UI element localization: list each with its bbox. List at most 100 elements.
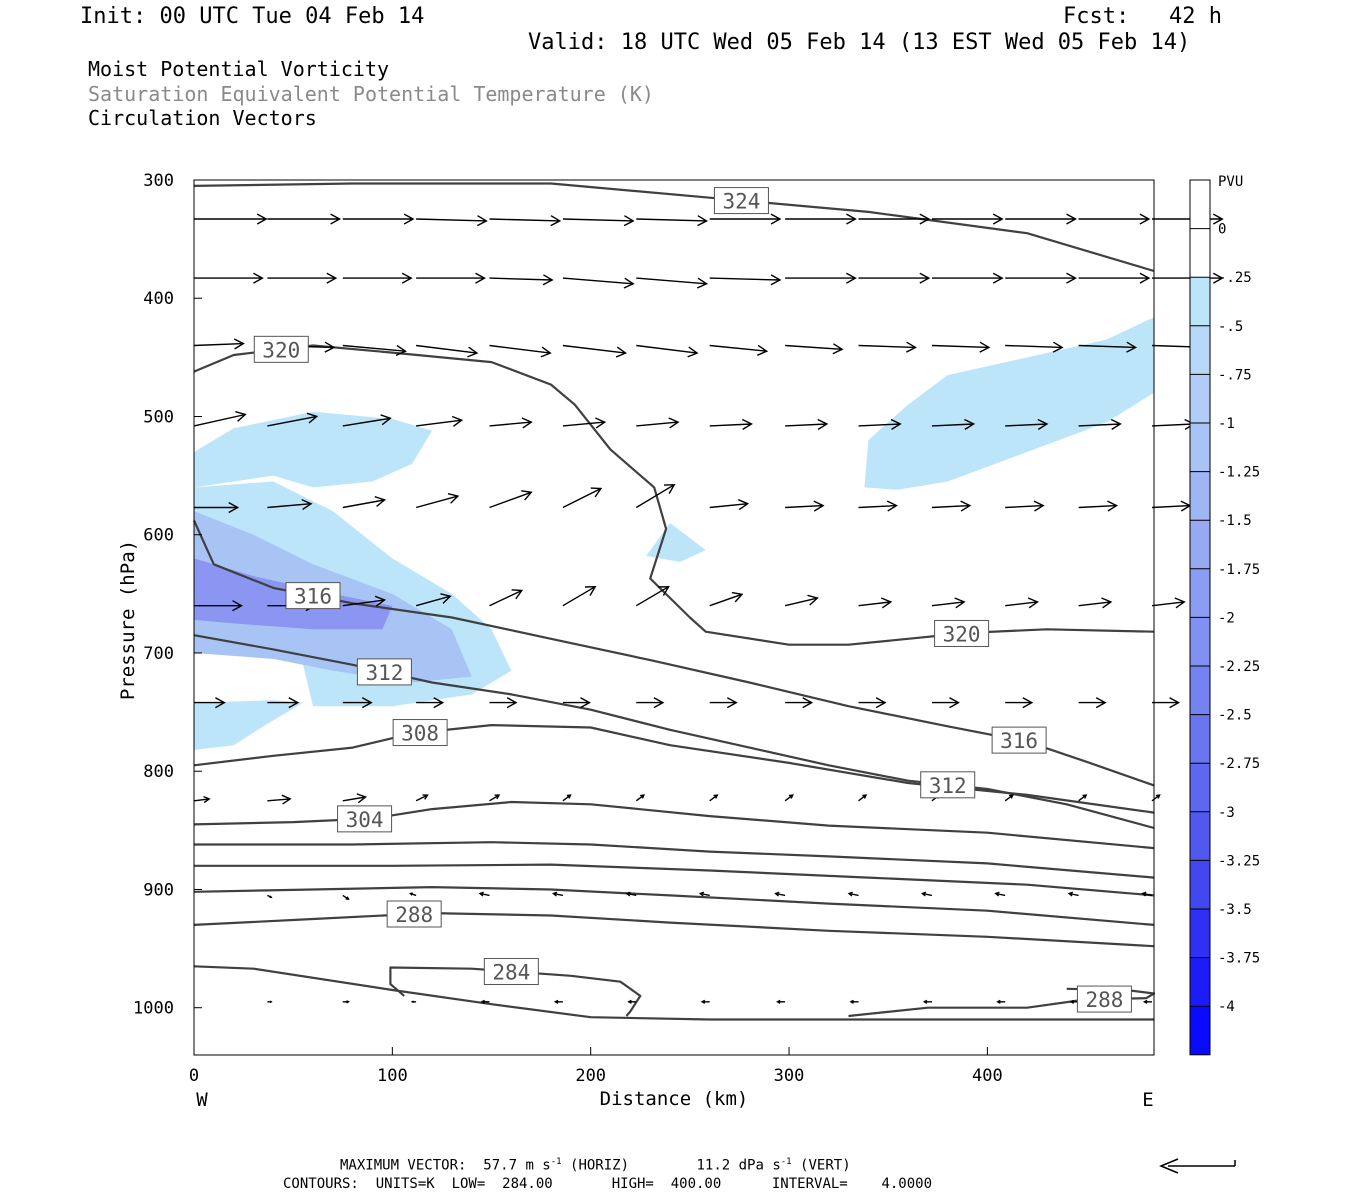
circulation-vector (342, 595, 387, 607)
circulation-vector (858, 213, 931, 225)
contour-label-box (386, 900, 442, 928)
contour-label-box (713, 187, 769, 215)
circulation-vector (1078, 272, 1151, 284)
circulation-vector (636, 697, 665, 709)
circulation-vector (415, 493, 460, 509)
isentrope-line (389, 966, 642, 1017)
axes-layer: 300 400 500 600 700 800 900 1000 0 100 200 300 400 W E (133, 171, 1154, 1111)
circulation-vector (1078, 341, 1138, 353)
colorbar-label: -3.25 (1218, 853, 1260, 869)
y-tick-label: 900 (143, 880, 174, 900)
horiz-tag: (HORIZ) (570, 1157, 630, 1174)
isentrope-line (193, 634, 1155, 830)
colorbar-swatch (1190, 180, 1210, 229)
east-label: E (1142, 1089, 1153, 1111)
circulation-vector (489, 794, 501, 802)
circulation-vector (858, 272, 931, 284)
circulation-vector (858, 500, 898, 512)
circulation-vector (489, 417, 533, 429)
circulation-vector (416, 272, 486, 284)
circulation-vector (489, 589, 524, 607)
colorbar-label: -3.75 (1218, 951, 1260, 967)
circulation-vector (858, 341, 917, 353)
circulation-vector (1005, 341, 1064, 353)
contour-label-box (337, 805, 393, 833)
y-axis-label: Pressure (hPa) (117, 540, 139, 700)
colorbar-swatch (1190, 714, 1210, 764)
colorbar-swatch (1190, 909, 1210, 958)
circulation-vector (709, 794, 719, 802)
circulation-vector (784, 794, 794, 802)
pv-shade-region (864, 317, 1154, 490)
colorbar-label: -2 (1218, 610, 1235, 626)
circulation-vector (562, 487, 603, 509)
circulation-vector (709, 418, 753, 430)
colorbar-swatch (1190, 277, 1210, 326)
colorbar-swatch (1190, 374, 1210, 423)
colorbar-swatch (1190, 811, 1210, 861)
circulation-vector (194, 697, 226, 709)
y-tick-label: 800 (143, 762, 174, 782)
forecast-hour: Fcst: 42 h (1063, 4, 1222, 29)
x-tick-label: 100 (377, 1066, 408, 1086)
valid-time: Valid: 18 UTC Wed 05 Feb 14 (13 EST Wed … (528, 30, 1191, 55)
circulation-vector (921, 891, 933, 897)
circulation-vector (931, 418, 976, 430)
circulation-vector (931, 597, 966, 609)
circulation-vector (1151, 500, 1192, 512)
circulation-vector (1078, 213, 1151, 225)
circulation-vector (194, 600, 243, 612)
west-label: W (196, 1089, 208, 1111)
circulation-vector (342, 272, 413, 284)
isentrope-line (194, 841, 1155, 879)
colorbar-swatch (1190, 1006, 1210, 1055)
field-title-vectors: Circulation Vectors (88, 106, 317, 130)
circulation-vector (562, 794, 572, 802)
circulation-vector (1152, 697, 1181, 709)
circulation-vector (553, 999, 563, 1004)
circulation-vector (700, 999, 710, 1004)
circulation-vector (1151, 794, 1161, 802)
field-title-mpv: Moist Potential Vorticity (88, 57, 390, 81)
circulation-vector (709, 499, 750, 511)
isentrope-line (193, 344, 1155, 646)
circulation-vector (562, 585, 597, 607)
y-tick-label: 400 (143, 289, 174, 309)
circulation-vector (342, 894, 350, 901)
circulation-vector (193, 411, 247, 427)
circulation-vector (996, 999, 1006, 1004)
circulation-vector (480, 999, 490, 1004)
circulation-vector (415, 593, 452, 607)
circulation-vector (709, 344, 769, 356)
x-tick-label: 300 (774, 1066, 805, 1086)
circulation-vector (858, 597, 893, 609)
x-tick-label: 0 (189, 1066, 199, 1086)
colorbar-label: -2.25 (1218, 659, 1260, 675)
pv-shading-layer (194, 317, 1154, 750)
contour-label: 320 (943, 622, 981, 646)
circulation-vector (478, 891, 490, 897)
colorbar-label: -.25 (1218, 270, 1252, 286)
circulation-vector (416, 344, 479, 358)
circulation-vector (342, 213, 415, 225)
circulation-vector (1152, 272, 1224, 284)
y-tick-label: 500 (143, 407, 174, 427)
circulation-vector (342, 414, 392, 427)
colorbar-swatch (1190, 568, 1210, 618)
circulation-vector (1151, 597, 1186, 609)
circulation-vector (785, 500, 825, 512)
circulation-vector (342, 793, 368, 804)
y-tick-label: 1000 (133, 999, 174, 1019)
contour-label: 304 (346, 808, 384, 832)
circulation-vector (342, 496, 387, 509)
circulation-vector (1078, 597, 1113, 609)
x-tick-label: 200 (575, 1066, 606, 1086)
circulation-vector (847, 891, 859, 897)
colorbar-label: 0 (1218, 222, 1226, 238)
circulation-vector (194, 213, 268, 225)
contour-label: 312 (365, 661, 403, 685)
colorbar-label: -1.25 (1218, 465, 1260, 481)
circulation-vector (408, 892, 417, 897)
pv-shade-region (194, 700, 304, 750)
